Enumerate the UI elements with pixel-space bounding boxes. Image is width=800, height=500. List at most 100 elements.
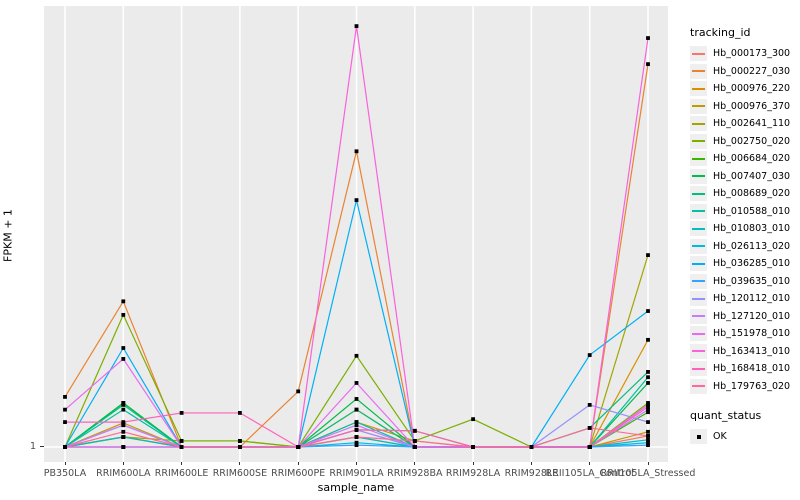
data-point [354,420,359,424]
data-point [296,445,301,449]
legend-row-Hb_010803_010: Hb_010803_010 [690,220,798,238]
legend-key-line-icon [690,238,707,254]
data-point [121,299,126,304]
legend-color-rows: Hb_000173_300 Hb_000227_030 Hb_000976_220 H… [690,45,798,395]
legend-key-line-icon [690,46,707,62]
data-point [412,439,417,443]
data-point [412,428,417,433]
data-point [646,429,650,434]
x-tick-label-RRIM928BA: RRIM928BA [387,468,443,479]
data-point [646,401,650,405]
legend-key-line-icon [690,203,707,219]
x-tick-label-RRIM600PE: RRIM600PE [271,468,326,479]
plot-svg [44,6,668,462]
legend-label: Hb_151978_010 [713,328,791,340]
data-point [646,434,650,438]
x-tick-mark [297,462,299,465]
legend-label: Hb_163413_010 [713,345,791,357]
y-tick-mark [40,446,44,447]
legend-row-Hb_120112_010: Hb_120112_010 [690,290,798,308]
x-tick-mark [530,462,532,465]
legend-row-Hb_163413_010: Hb_163413_010 [690,343,798,361]
legend-label: Hb_002750_020 [713,135,791,147]
data-point [354,353,359,358]
x-tick-label-RRII105LA_Stressed: RRII105LA_Stressed [600,468,696,479]
x-tick-mark [472,462,474,465]
data-point [121,401,126,405]
data-point [646,440,650,445]
x-tick-label-RRIM928LA: RRIM928LA [445,468,501,479]
legend-row-Hb_000976_370: Hb_000976_370 [690,98,798,116]
x-tick-mark [239,462,241,465]
x-tick-label-RRIM600SE: RRIM600SE [212,468,268,479]
legend-label: Hb_007407_030 [713,170,791,182]
x-tick-mark [64,462,66,465]
legend-key-line-icon [690,98,707,114]
x-tick-label-RRIM928LE: RRIM928LE [504,468,559,479]
ok-square-icon [690,429,707,445]
data-point [354,443,359,448]
legend-row-Hb_127120_010: Hb_127120_010 [690,308,798,326]
x-tick-mark [356,462,357,465]
x-tick-mark [181,462,183,465]
data-point [121,423,126,428]
legend-label: Hb_168418_010 [713,363,791,375]
legend-key-line-icon [690,63,707,79]
x-tick-label-RRIM600LE: RRIM600LE [154,468,209,479]
data-point [646,407,650,412]
x-tick-mark [122,462,124,465]
data-point [121,346,126,350]
data-point [238,411,242,415]
data-point [587,353,592,357]
data-point [646,36,650,40]
legend-row-Hb_000227_030: Hb_000227_030 [690,63,798,81]
legend-key-line-icon [690,221,707,237]
data-point [121,429,126,434]
data-point [63,395,67,399]
data-point [63,407,67,412]
data-point [354,407,359,412]
data-point [646,309,650,313]
data-point [179,411,184,415]
legend-row-Hb_000173_300: Hb_000173_300 [690,45,798,63]
legend-row-Hb_002641_110: Hb_002641_110 [690,115,798,133]
legend-label: Hb_120112_010 [713,293,791,305]
legend: tracking_id Hb_000173_300 Hb_000227_030 Hb… [690,26,798,446]
legend-row-Hb_168418_010: Hb_168418_010 [690,360,798,378]
data-point [646,443,650,448]
legend-key-line-icon [690,256,707,272]
data-point [121,312,126,317]
data-point [646,370,650,374]
data-point [121,407,126,412]
legend-row-Hb_151978_010: Hb_151978_010 [690,325,798,343]
data-point [412,445,417,449]
data-point [121,445,126,449]
data-point [646,410,650,415]
data-point [646,62,650,67]
data-point [587,402,592,407]
legend-row-Hb_039635_010: Hb_039635_010 [690,273,798,291]
legend-label: Hb_000976_370 [713,100,791,112]
legend-row-Hb_008689_020: Hb_008689_020 [690,185,798,203]
x-tick-label-RRIM901LA: RRIM901LA [329,468,384,479]
legend-label: Hb_008689_020 [713,188,791,200]
data-point [238,439,242,443]
data-point [646,337,650,342]
legend-label-ok: OK [713,431,727,443]
legend-row-ok: OK [690,428,798,446]
data-point [121,357,126,361]
legend-key-line-icon [690,133,707,149]
legend-key-line-icon [690,326,707,342]
data-point [646,420,650,424]
data-point [354,435,359,439]
legend-label: Hb_026113_020 [713,240,791,252]
plot-panel [44,6,668,462]
data-point [354,427,359,432]
legend-key-line-icon [690,308,707,324]
legend-label: Hb_039635_010 [713,275,791,287]
legend-label: Hb_002641_110 [713,118,791,130]
data-point [296,389,301,394]
legend-label: Hb_036285_010 [713,258,791,270]
data-point [354,149,359,154]
